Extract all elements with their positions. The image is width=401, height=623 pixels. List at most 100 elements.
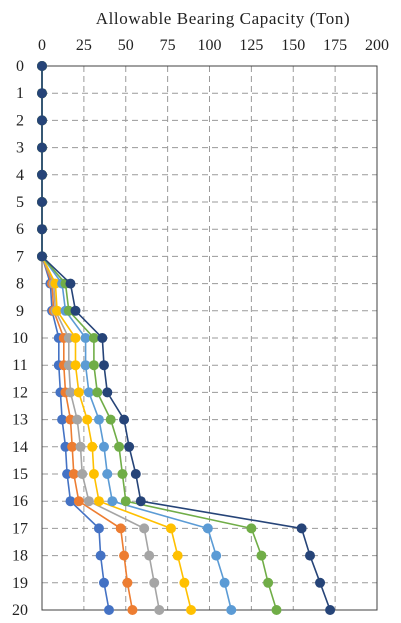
data-point [271,605,282,615]
data-point [186,605,197,615]
data-point [256,550,267,561]
y-tick-label: 13 [12,412,28,429]
data-point [82,414,93,425]
data-point [119,414,130,425]
data-point [172,550,183,561]
axes [41,65,378,611]
y-tick-label: 14 [12,439,28,456]
data-point [70,360,81,371]
data-point [37,197,47,207]
data-point [122,577,133,588]
data-point [105,414,116,425]
y-tick-label: 12 [12,384,28,401]
data-point [52,305,63,316]
data-point [37,142,47,153]
data-point [98,577,109,588]
data-point [37,251,47,262]
data-point [120,496,131,507]
x-tick-label: 50 [118,37,134,54]
data-point [263,577,274,588]
data-point [211,550,222,561]
x-tick-label: 0 [38,37,46,54]
y-tick-label: 5 [16,194,24,211]
data-point [124,441,135,452]
y-tick-label: 9 [16,303,24,320]
x-tick-label: 75 [160,37,176,54]
y-tick-label: 16 [12,493,28,510]
y-tick-label: 1 [16,85,24,102]
data-point [73,387,84,398]
data-point [296,523,307,534]
data-point [130,469,141,479]
data-point [93,523,104,534]
data-point [88,333,99,343]
y-tick-label: 20 [12,602,28,619]
data-point [117,469,128,479]
series-7 [37,61,336,615]
data-point [315,577,326,588]
data-point [37,169,47,180]
y-tick-label: 2 [16,112,24,129]
data-point [75,441,86,452]
data-point [219,577,230,588]
data-point [87,441,98,452]
data-point [70,333,81,343]
data-point [65,387,76,398]
data-point [70,305,81,316]
data-point [102,387,113,398]
data-point [37,61,47,71]
x-tick-label: 25 [76,37,92,54]
data-point [37,224,47,235]
data-point [80,360,91,371]
data-point [37,115,47,126]
data-point [97,333,108,343]
tick-labels: 0 25 50 75 100 125 150 175 200012345678910111213… [12,37,389,619]
x-tick-label: 100 [198,37,222,54]
plot-border [41,65,378,611]
y-tick-label: 19 [12,575,28,592]
data-point [144,550,155,561]
data-point [88,469,99,479]
data-point [88,360,99,371]
data-point [65,278,76,289]
chart-title: Allowable Bearing Capacity (Ton) [96,9,351,28]
data-point [83,387,94,398]
x-tick-label: 125 [239,37,263,54]
y-tick-label: 8 [16,276,24,293]
data-point [83,496,94,507]
data-point [179,577,190,588]
data-point [104,605,114,615]
data-point [67,441,78,452]
data-point [139,523,150,534]
data-point [115,523,126,534]
y-tick-label: 18 [12,548,28,565]
data-point [135,496,146,507]
data-point [98,441,109,452]
y-tick-label: 10 [12,330,28,347]
y-tick-label: 0 [16,58,24,75]
data-point [114,441,125,452]
data-point [305,550,315,561]
x-tick-label: 150 [281,37,305,54]
data-point [102,469,113,479]
data-point [77,469,88,479]
data-point [68,469,79,479]
data-point [65,496,76,507]
x-tick-label: 200 [365,37,389,54]
y-tick-label: 7 [16,248,24,265]
data-point [165,523,176,534]
y-tick-label: 6 [16,221,24,238]
y-tick-label: 4 [16,167,24,184]
data-point [107,496,118,507]
data-point [149,577,160,588]
data-point [80,333,91,343]
data-point [119,550,130,561]
data-point [92,387,103,398]
y-tick-label: 11 [12,357,27,374]
data-point [73,496,84,507]
data-point [57,414,68,425]
data-point [127,605,138,615]
y-tick-label: 3 [16,140,24,157]
